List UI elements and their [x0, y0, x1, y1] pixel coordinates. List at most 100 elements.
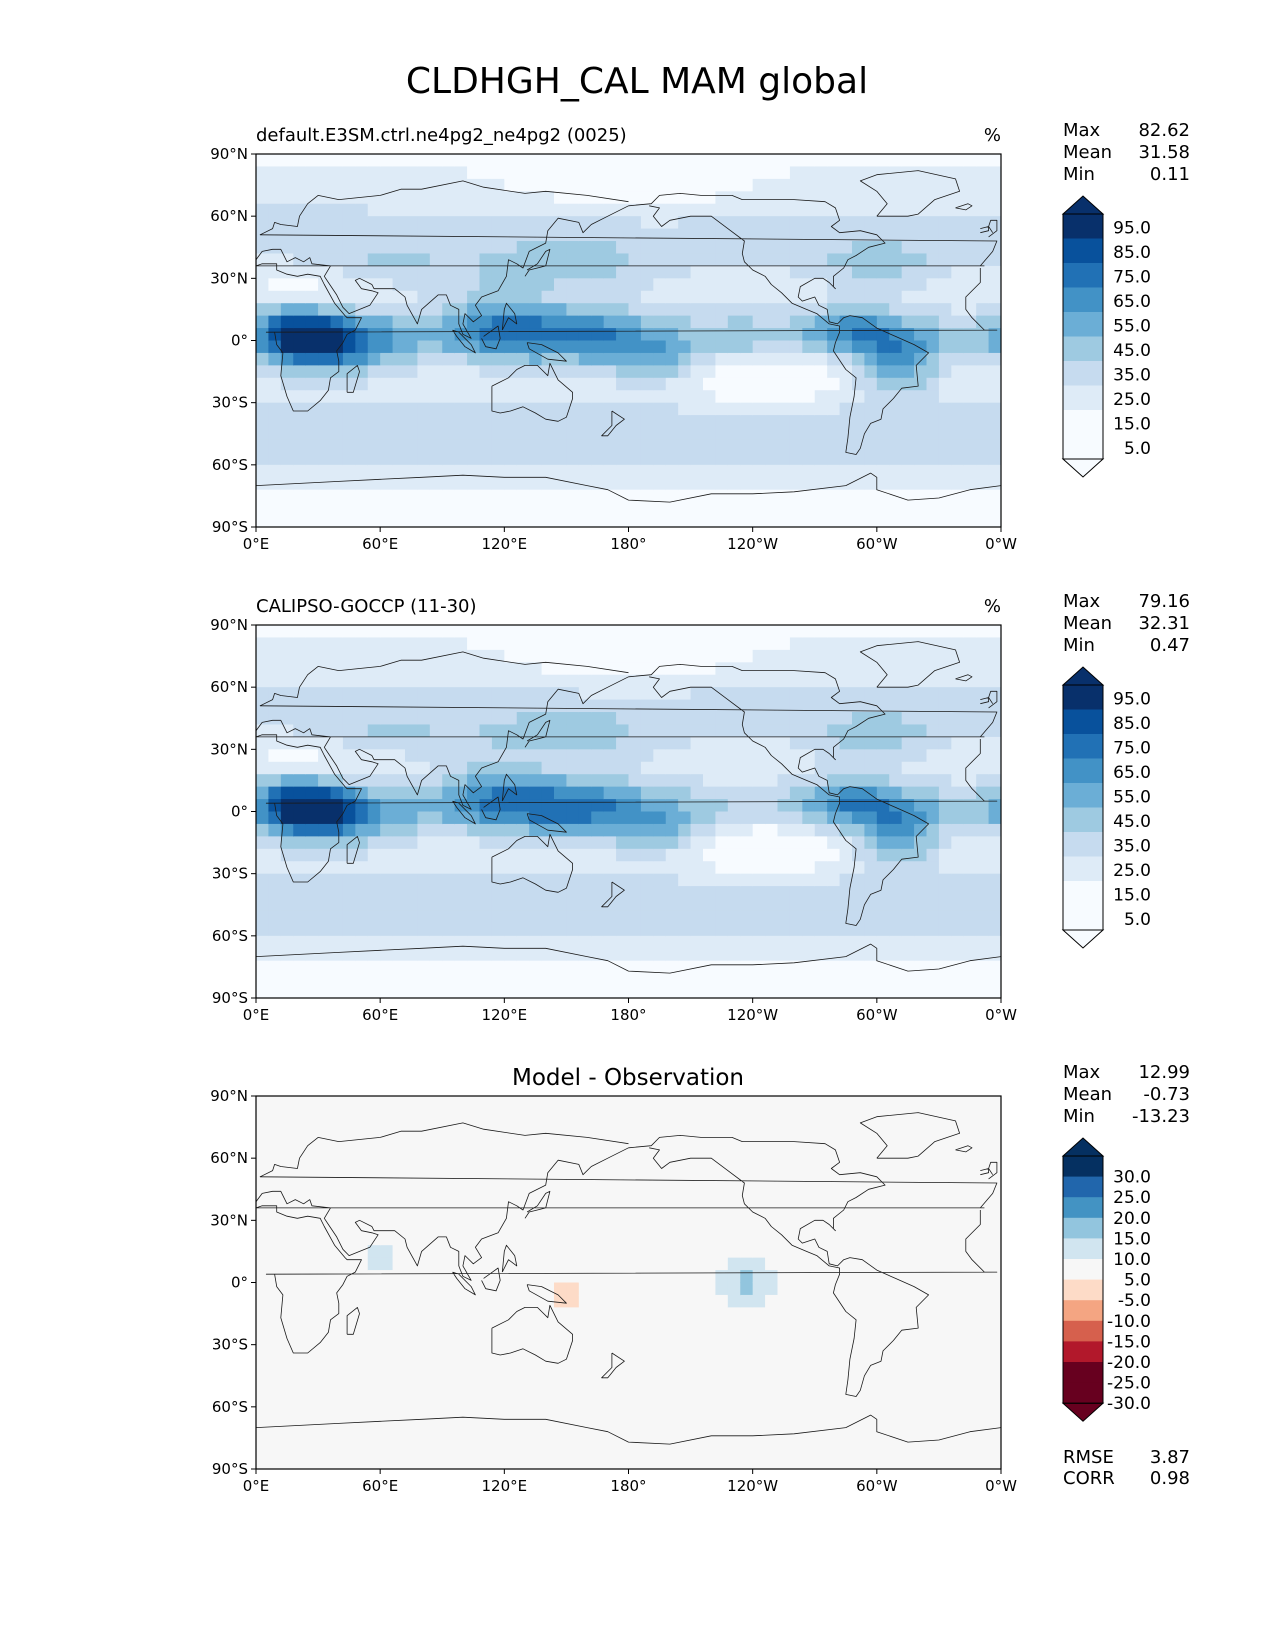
contour-cell	[665, 1133, 679, 1147]
contour-cell	[727, 439, 741, 453]
contour-cell	[330, 625, 344, 639]
contour-cell	[417, 712, 431, 726]
contour-cell	[429, 489, 443, 503]
contour-cell	[417, 1220, 431, 1234]
contour-cell	[318, 836, 332, 850]
contour-cell	[752, 1369, 766, 1383]
contour-cell	[305, 1096, 319, 1110]
lat-tick-label: 90°S	[212, 518, 248, 536]
contour-cell	[603, 390, 617, 404]
contour-cell	[429, 315, 443, 329]
contour-cell	[504, 178, 518, 192]
contour-cell	[827, 253, 841, 267]
contour-cell	[789, 452, 803, 466]
contour-cell	[479, 1419, 493, 1433]
contour-cell	[678, 290, 692, 304]
contour-cell	[814, 948, 828, 962]
contour-cell	[640, 674, 654, 688]
contour-cell	[727, 960, 741, 974]
contour-cell	[665, 823, 679, 837]
contour-cell	[789, 985, 803, 998]
contour-cell	[529, 1456, 543, 1469]
contour-cell	[554, 724, 568, 738]
contour-cell	[454, 886, 468, 900]
contour-cell	[479, 625, 493, 639]
contour-cell	[653, 278, 667, 292]
contour-cell	[280, 1282, 294, 1296]
contour-cell	[938, 216, 952, 230]
contour-cell	[777, 811, 791, 825]
contour-cell	[504, 390, 518, 404]
contour-cell	[256, 1183, 270, 1197]
contour-cell	[367, 1369, 381, 1383]
contour-cell	[988, 178, 1001, 192]
contour-cell	[541, 203, 555, 217]
contour-cell	[852, 402, 866, 416]
contour-cell	[752, 278, 766, 292]
contour-cell	[665, 241, 679, 255]
contour-cell	[467, 439, 481, 453]
contour-cell	[603, 178, 617, 192]
contour-cell	[380, 464, 394, 478]
contour-cell	[529, 761, 543, 775]
contour-cell	[405, 1332, 419, 1346]
contour-cell	[280, 1406, 294, 1420]
contour-cell	[839, 774, 853, 788]
contour-cell	[976, 402, 990, 416]
contour-cell	[529, 241, 543, 255]
contour-cell	[988, 823, 1001, 837]
lat-tick-label: 60°N	[210, 678, 248, 696]
contour-cell	[901, 427, 915, 441]
contour-cell	[938, 390, 952, 404]
contour-cell	[330, 1369, 344, 1383]
contour-cell	[852, 886, 866, 900]
contour-cell	[616, 514, 630, 527]
contour-cell	[293, 464, 307, 478]
contour-cell	[554, 1170, 568, 1184]
contour-cell	[256, 328, 270, 342]
contour-cell	[740, 464, 754, 478]
contour-cell	[640, 315, 654, 329]
contour-cell	[454, 265, 468, 279]
contour-cell	[789, 749, 803, 763]
contour-cell	[268, 1319, 282, 1333]
contour-cell	[653, 1369, 667, 1383]
contour-cell	[889, 910, 903, 924]
contour-cell	[752, 948, 766, 962]
panel-title-left: default.E3SM.ctrl.ne4pg2_ne4pg2 (0025)	[256, 125, 627, 146]
contour-cell	[380, 1307, 394, 1321]
contour-cell	[442, 1108, 456, 1122]
contour-cell	[591, 985, 605, 998]
contour-cell	[442, 662, 456, 676]
contour-cell	[914, 873, 928, 887]
contour-cell	[554, 1319, 568, 1333]
colorbar-tick-label: 5.0	[1124, 439, 1151, 459]
contour-cell	[479, 1369, 493, 1383]
contour-cell	[405, 1195, 419, 1209]
contour-cell	[293, 786, 307, 800]
contour-cell	[864, 649, 878, 663]
contour-cell	[392, 1270, 406, 1284]
contour-cell	[789, 637, 803, 651]
contour-cell	[280, 365, 294, 379]
contour-cell	[938, 736, 952, 750]
contour-cell	[491, 315, 505, 329]
contour-cell	[280, 823, 294, 837]
contour-cell	[988, 898, 1001, 912]
contour-cell	[491, 625, 505, 639]
contour-cell	[740, 687, 754, 701]
contour-cell	[678, 973, 692, 987]
contour-cell	[293, 736, 307, 750]
contour-cell	[405, 1220, 419, 1234]
contour-cell	[355, 1332, 369, 1346]
contour-cell	[603, 1294, 617, 1308]
contour-cell	[876, 749, 890, 763]
contour-cell	[417, 1344, 431, 1358]
contour-cell	[628, 724, 642, 738]
contour-cell	[256, 1394, 270, 1408]
contour-cell	[256, 1319, 270, 1333]
contour-cell	[703, 253, 717, 267]
contour-cell	[392, 427, 406, 441]
contour-cell	[740, 935, 754, 949]
contour-cell	[318, 1108, 332, 1122]
